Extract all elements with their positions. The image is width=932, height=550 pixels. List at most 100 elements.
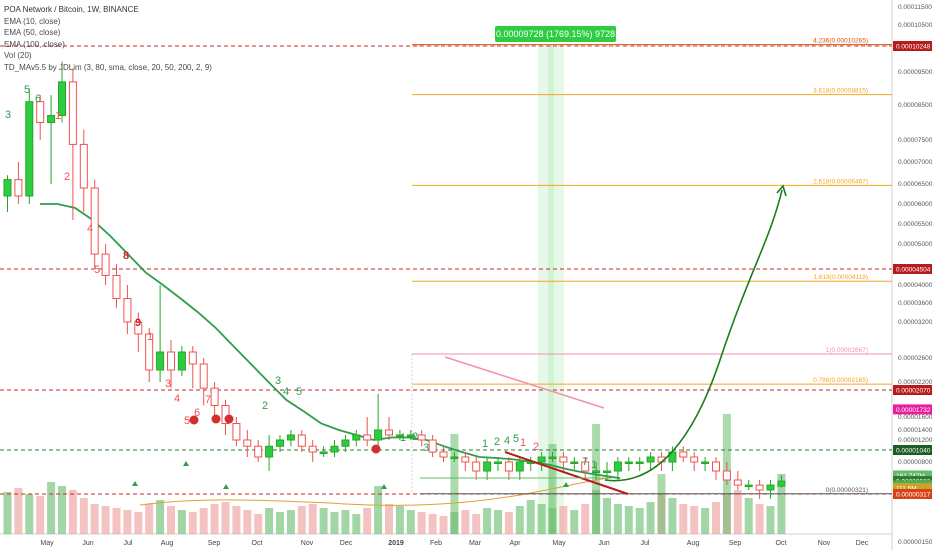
volume-bar	[363, 508, 372, 534]
time-tick-label: Oct	[252, 540, 263, 547]
candle-body	[755, 484, 764, 491]
time-tick-label: May	[552, 540, 566, 547]
price-badge	[893, 483, 932, 494]
volume-bar	[504, 512, 513, 534]
time-tick-label: Jun	[598, 540, 609, 547]
td-count: 2	[64, 171, 70, 183]
legend-ema100[interactable]: EMA (100, close)	[4, 39, 65, 49]
volume-bar	[352, 514, 361, 534]
candlesticks	[3, 61, 786, 499]
time-tick-label: Mar	[469, 540, 482, 547]
volume-bar	[210, 504, 219, 534]
volume-bar	[265, 508, 274, 534]
volume-bar	[188, 512, 197, 534]
pink-trendline	[444, 356, 605, 409]
td-count: 1	[591, 459, 597, 471]
volume-bar	[570, 510, 579, 534]
td-count: 6	[194, 407, 200, 419]
legend-ema50[interactable]: EMA (50, close)	[4, 28, 61, 38]
price-tick-label: 0.00001400	[898, 427, 932, 434]
candle-body	[417, 434, 426, 441]
td-count: 1	[55, 110, 61, 122]
candle-body	[385, 429, 393, 436]
time-tick-label: Aug	[687, 540, 700, 547]
candle-body	[341, 439, 350, 447]
price-badge	[893, 404, 932, 415]
volume-bar	[177, 510, 186, 534]
volume-bar	[58, 486, 66, 534]
volume-bar	[112, 508, 121, 534]
volume-ma-line	[139, 477, 611, 506]
candle-body	[592, 470, 601, 473]
volume-bar	[690, 506, 699, 534]
candle-body	[58, 81, 66, 116]
price-badge-label: 0.00004504	[896, 267, 931, 274]
fib-level-label: 4.236(0.00010265)	[813, 38, 868, 45]
candle-body	[722, 470, 731, 481]
volume-bar	[461, 510, 470, 534]
fib-level-label: 1(0.00002667)	[826, 347, 868, 354]
price-badge	[893, 470, 932, 481]
candle-body	[504, 461, 513, 472]
volume-bar	[156, 500, 165, 534]
volume-bar	[603, 498, 611, 534]
candle-body	[352, 434, 361, 441]
candle-body	[319, 451, 328, 454]
price-tick-label: 0.00006000	[898, 201, 932, 208]
candle-body	[603, 470, 611, 473]
candle-body	[701, 461, 710, 464]
volume-bar	[668, 498, 677, 534]
price-tick-label: 0.00009500	[898, 69, 932, 76]
candle-body	[613, 461, 622, 472]
price-tick-label: 0.00001200	[898, 437, 932, 444]
time-tick-label: Oct	[776, 540, 787, 547]
time-tick-label: 2019	[388, 540, 404, 547]
candle-body	[777, 480, 786, 487]
candle-body	[199, 363, 208, 389]
volume-bar	[25, 494, 34, 534]
candle-body	[690, 456, 699, 463]
candle-body	[68, 81, 77, 145]
time-tick-label: Apr	[510, 540, 522, 547]
candle-body	[254, 445, 263, 458]
price-tick-label: 0.00007000	[898, 159, 932, 166]
time-tick-label: Jul	[641, 540, 650, 547]
td-count: 4	[174, 393, 180, 405]
volume-bar	[167, 506, 175, 534]
drawings: 0.00009728 (1769.15%) 9728	[418, 26, 892, 495]
candle-body	[679, 451, 688, 458]
candle-body	[744, 484, 753, 488]
candle-body	[36, 101, 45, 123]
volume-bar	[777, 474, 786, 534]
candle-body	[461, 456, 470, 463]
time-tick-label: Dec	[856, 540, 869, 547]
volume-bar	[123, 510, 132, 534]
indicator-legend: POA Network / Bitcoin, 1W, BINANCE EMA (…	[4, 4, 212, 74]
candle-body	[712, 461, 720, 472]
volume-bar	[68, 490, 77, 534]
volume-bar-tall	[450, 434, 459, 534]
time-tick-label: Dec	[340, 540, 353, 547]
downtrend-line	[504, 451, 629, 495]
volume-bar	[341, 510, 350, 534]
candle-body	[297, 434, 306, 447]
price-tick-label: 0.00008500	[898, 102, 932, 109]
ema-lines	[40, 203, 621, 480]
candle-body	[210, 387, 219, 407]
legend-ema10[interactable]: EMA (10, close)	[4, 16, 61, 26]
volume-bar	[755, 504, 764, 534]
candle-body	[494, 461, 502, 464]
price-badge-label: 0.00001040	[896, 448, 931, 455]
legend-volume[interactable]: Vol (20)	[4, 51, 32, 61]
volume-bar	[766, 506, 775, 534]
candle-body	[134, 321, 143, 335]
td-count: 3	[423, 442, 429, 454]
volume-bar	[624, 506, 633, 534]
legend-td-ma[interactable]: TD_MAv5.5 by JDLim (3, 80, sma, close, 2…	[4, 62, 212, 72]
td-signal-dot	[224, 414, 234, 424]
td-count: 7	[205, 394, 211, 406]
volume-bar	[221, 502, 230, 534]
